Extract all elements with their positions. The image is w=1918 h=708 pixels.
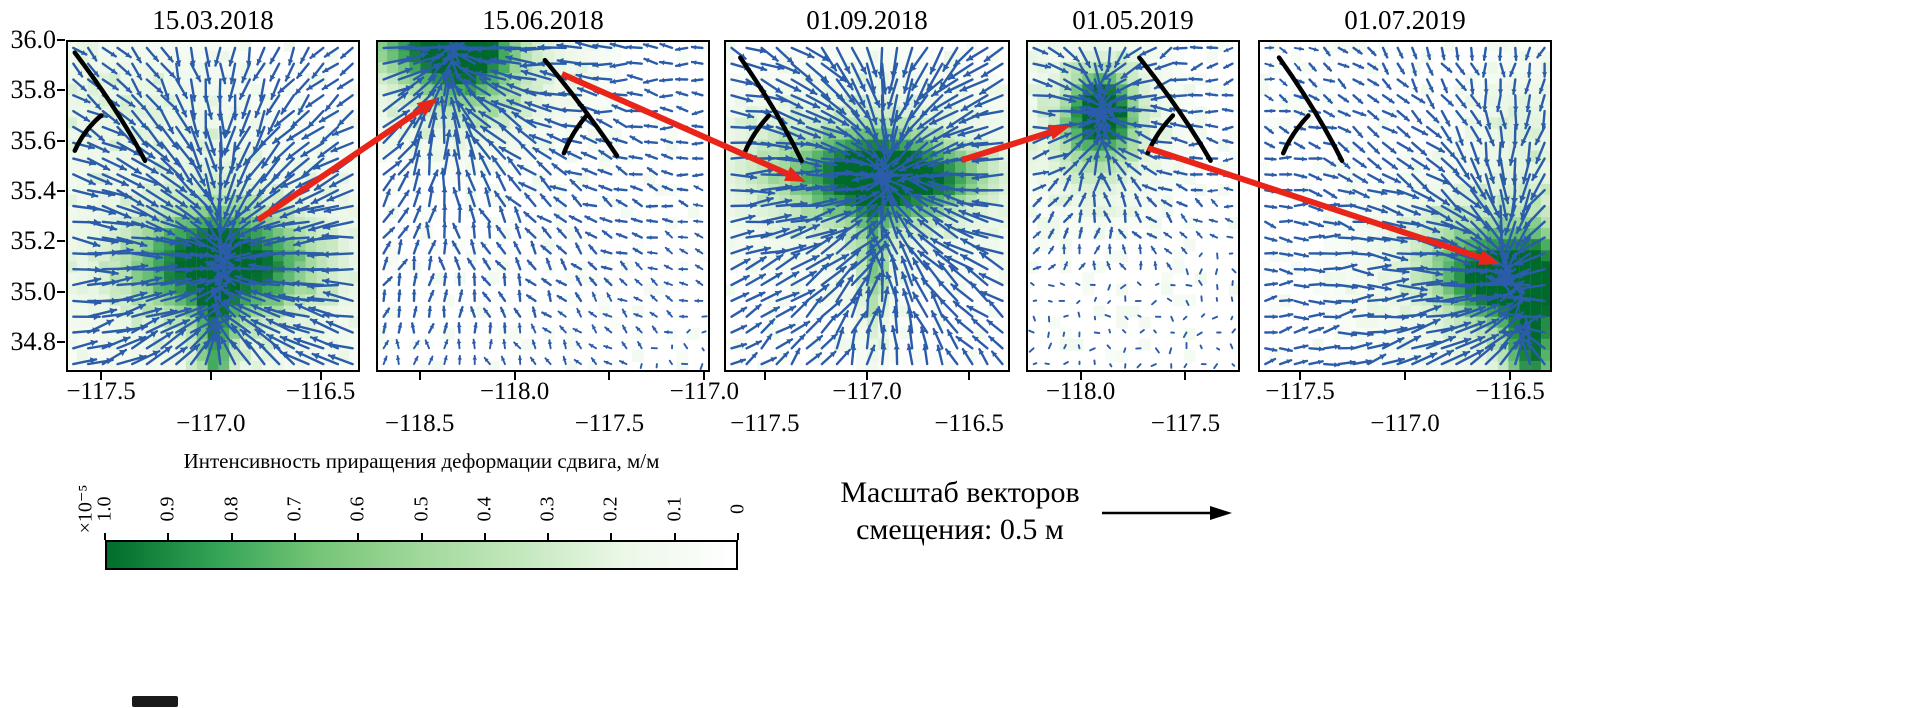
map-panel-1: [66, 40, 360, 372]
x-tick-label: −118.5: [384, 410, 455, 437]
x-tick-label: −116.5: [1475, 378, 1545, 405]
y-tick-mark: [57, 290, 65, 293]
map-plot: [66, 40, 360, 372]
x-tick-mark: [319, 372, 322, 380]
colorbar-tick-label: 0.9: [156, 496, 179, 522]
displacement-vector-field: [730, 46, 1004, 366]
x-tick-mark: [1509, 372, 1511, 380]
x-tick-mark: [703, 372, 706, 380]
x-tick-mark: [763, 372, 766, 380]
shear-strain-heatmap: [1026, 40, 1240, 362]
x-tick-label: −118.0: [479, 378, 550, 405]
x-tick-mark: [100, 372, 103, 380]
map-panel-5: [1258, 40, 1552, 372]
colorbar-tick-label: 0.5: [410, 496, 432, 522]
x-tick-mark: [1184, 372, 1187, 380]
colorbar-tick-mark: [104, 533, 106, 540]
x-tick-label: −116.5: [934, 410, 1004, 437]
vector-scale-line1: Масштаб векторов: [840, 476, 1080, 509]
colorbar-tick-mark: [167, 533, 170, 540]
panel-border: [724, 40, 1010, 372]
x-tick-mark: [866, 372, 868, 380]
x-tick-label: −117.5: [1150, 410, 1221, 437]
x-tick-label: −117.5: [730, 410, 800, 437]
colorbar-tick-mark: [230, 533, 233, 540]
colorbar-tick-mark: [737, 533, 739, 540]
y-tick-label: 35.6: [10, 125, 57, 155]
y-tick-mark: [57, 240, 65, 243]
map-panel-4: [1026, 40, 1240, 372]
colorbar-tick-mark: [293, 533, 296, 540]
y-tick-label: 34.8: [10, 326, 57, 356]
colorbar-tick-label: 0.7: [283, 496, 306, 522]
map-plot: [376, 40, 710, 372]
x-tick-mark: [1404, 372, 1406, 380]
panel-title-3: 01.09.2018: [806, 5, 928, 35]
y-tick-label: 35.4: [10, 175, 57, 205]
vector-scale-line2: смещения: 0.5 м: [856, 513, 1064, 546]
panel-title-1: 15.03.2018: [152, 5, 274, 35]
displacement-vector-field: [1028, 45, 1237, 370]
vector-scale-legend: Масштаб векторов смещения: 0.5 м: [810, 474, 1110, 548]
x-tick-mark: [608, 372, 611, 380]
colorbar-tick-label: 0.8: [220, 496, 243, 522]
x-tick-mark: [968, 372, 971, 380]
map-plot: [1026, 40, 1240, 372]
x-tick-label: −116.5: [285, 378, 356, 405]
colorbar-tick-mark: [483, 533, 486, 540]
shear-strain-heatmap: [376, 40, 710, 372]
map-panel-3: [724, 40, 1010, 372]
colorbar-tick-label: 0.4: [473, 496, 496, 522]
colorbar-tick-mark: [610, 533, 613, 540]
colorbar-tick-label: 0.6: [346, 496, 369, 522]
panel-title-2: 15.06.2018: [482, 5, 604, 35]
colorbar-exponent-label: ×10⁻⁵: [74, 484, 97, 534]
colorbar-tick-mark: [420, 533, 423, 540]
y-tick-label: 35.0: [10, 276, 57, 306]
x-tick-label: −117.5: [574, 410, 645, 437]
colorbar-tick-mark: [673, 533, 676, 540]
y-tick-mark: [57, 189, 65, 192]
panel-title-5: 01.07.2019: [1344, 5, 1466, 35]
x-tick-label: −118.0: [1045, 378, 1116, 405]
x-tick-label: −117.5: [1265, 378, 1335, 405]
colorbar-gradient-bar: [105, 540, 738, 570]
colorbar-tick-label: 0.2: [599, 496, 622, 522]
vector-scale-arrow: [1102, 506, 1232, 520]
colorbar-tick-label: 0.3: [536, 496, 559, 522]
x-tick-label: −117.0: [176, 410, 246, 437]
colorbar-title: Интенсивность приращения деформации сдви…: [183, 449, 660, 473]
panel-title-4: 01.05.2019: [1072, 5, 1194, 35]
y-tick-label: 36.0: [10, 25, 57, 54]
colorbar-tick-label: 0: [726, 504, 749, 514]
x-tick-label: −117.0: [669, 378, 740, 405]
x-tick-mark: [1299, 372, 1301, 380]
colorbar-tick-mark: [547, 533, 550, 540]
x-tick-label: −117.0: [1370, 410, 1440, 437]
y-tick-label: 35.8: [10, 75, 57, 105]
x-tick-label: −117.5: [66, 378, 136, 405]
x-tick-mark: [418, 372, 421, 380]
y-tick-mark: [57, 89, 65, 92]
map-plot: [724, 40, 1010, 372]
x-tick-mark: [209, 372, 212, 380]
map-plot: [1258, 40, 1552, 372]
colorbar-tick-mark: [357, 533, 360, 540]
cropped-caption-fragment: [132, 696, 178, 707]
y-tick-mark: [57, 139, 65, 142]
colorbar-tick-label: 0.1: [663, 496, 686, 522]
x-tick-mark: [1079, 372, 1082, 380]
y-tick-label: 35.2: [10, 226, 57, 256]
y-tick-mark: [57, 39, 65, 41]
map-panel-2: [376, 40, 710, 372]
fault-trace: [72, 50, 148, 163]
x-tick-label: −117.0: [832, 378, 902, 405]
y-tick-mark: [57, 340, 65, 343]
x-tick-mark: [513, 372, 516, 380]
